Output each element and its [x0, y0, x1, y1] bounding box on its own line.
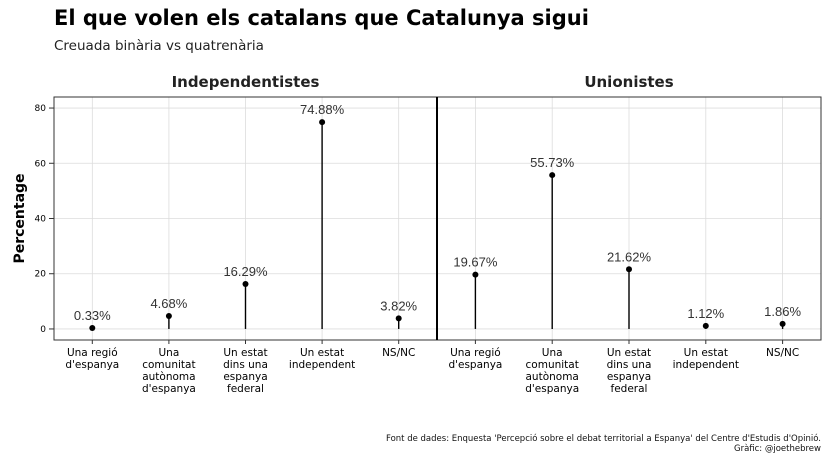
x-tick-label: Un estat dins una espanya federal — [223, 347, 268, 395]
x-tick-label-line: federal — [227, 383, 264, 395]
y-tick-label: 20 — [35, 270, 47, 280]
x-tick-label-line: Un estat — [684, 347, 728, 359]
data-label: 4.68% — [150, 296, 187, 311]
data-point — [779, 320, 786, 327]
y-tick-label: 0 — [40, 325, 46, 335]
x-tick-label-line: comunitat — [142, 359, 195, 371]
data-point — [89, 325, 96, 332]
chart-caption: Font de dades: Enquesta 'Percepció sobre… — [386, 434, 821, 454]
x-tick-label-line: comunitat — [526, 359, 579, 371]
x-tick-label-line: d'espanya — [448, 359, 502, 371]
x-tick-label: NS/NC — [766, 347, 799, 359]
data-label: 55.73% — [530, 155, 575, 170]
y-tick-label: 40 — [35, 215, 47, 225]
data-label: 19.67% — [453, 255, 498, 270]
x-tick-label: Una comunitat autònoma d'espanya — [525, 347, 579, 395]
x-tick-label-line: espanya — [223, 371, 267, 383]
x-tick-label-line: dins una — [223, 359, 268, 371]
data-label: 0.33% — [74, 308, 111, 323]
x-tick-label-line: NS/NC — [766, 347, 799, 359]
x-tick-label: Una regió d'espanya — [448, 347, 502, 371]
x-tick-label-line: autònoma — [526, 371, 579, 383]
data-point — [472, 271, 479, 278]
data-label: 1.12% — [687, 306, 724, 321]
x-tick-label: Un estat independent — [289, 347, 355, 371]
x-tick-label-line: dins una — [607, 359, 652, 371]
x-tick-label-line: Una — [159, 347, 180, 359]
x-tick-label-line: independent — [673, 359, 739, 371]
data-point — [626, 266, 632, 273]
x-tick-label: Una comunitat autònoma d'espanya — [142, 347, 196, 395]
x-tick-label-line: Un estat — [607, 347, 651, 359]
x-tick-label-line: espanya — [607, 371, 651, 383]
caption-credit: Gràfic: @joethebrew — [733, 444, 821, 454]
data-label: 3.82% — [380, 298, 417, 313]
x-tick-label-line: Un estat — [223, 347, 267, 359]
data-label: 21.62% — [607, 249, 652, 264]
data-point — [165, 313, 172, 320]
x-tick-label: Una regió d'espanya — [65, 347, 119, 371]
x-tick-label-line: autònoma — [142, 371, 195, 383]
x-tick-label-line: d'espanya — [142, 383, 196, 395]
x-tick-label-line: independent — [289, 359, 355, 371]
data-point — [702, 322, 709, 329]
data-point — [549, 172, 556, 179]
y-tick-label: 60 — [35, 159, 47, 169]
panel-strip-label: Unionistes — [584, 73, 673, 91]
x-tick-label-line: Una regió — [67, 347, 118, 359]
data-label: 16.29% — [223, 264, 268, 279]
x-tick-label-line: d'espanya — [525, 383, 579, 395]
data-label: 1.86% — [764, 304, 801, 319]
caption-source: Font de dades: Enquesta 'Percepció sobre… — [386, 434, 821, 444]
data-point — [395, 315, 402, 322]
x-tick-label-line: Un estat — [300, 347, 344, 359]
panel-strip-label: Independentistes — [172, 73, 320, 91]
chart-title: El que volen els catalans que Catalunya … — [54, 6, 589, 30]
x-tick-label: NS/NC — [382, 347, 415, 359]
x-tick-label: Un estat dins una espanya federal — [607, 347, 652, 395]
data-point — [242, 280, 249, 287]
x-tick-label-line: Una — [542, 347, 563, 359]
y-axis-label: Percentage — [12, 173, 28, 263]
data-point — [319, 119, 326, 126]
x-tick-label-line: NS/NC — [382, 347, 415, 359]
chart-subtitle: Creuada binària vs quatrenària — [54, 38, 264, 54]
y-tick-label: 80 — [35, 104, 47, 114]
x-tick-label-line: d'espanya — [65, 359, 119, 371]
x-tick-label-line: Una regió — [450, 347, 501, 359]
data-label: 74.88% — [300, 102, 345, 117]
x-tick-label-line: federal — [611, 383, 648, 395]
x-tick-label: Un estat independent — [673, 347, 739, 371]
